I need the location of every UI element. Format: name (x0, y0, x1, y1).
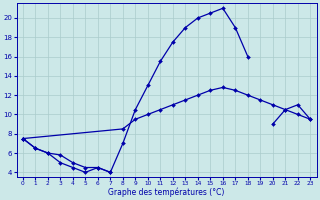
X-axis label: Graphe des températures (°C): Graphe des températures (°C) (108, 187, 225, 197)
